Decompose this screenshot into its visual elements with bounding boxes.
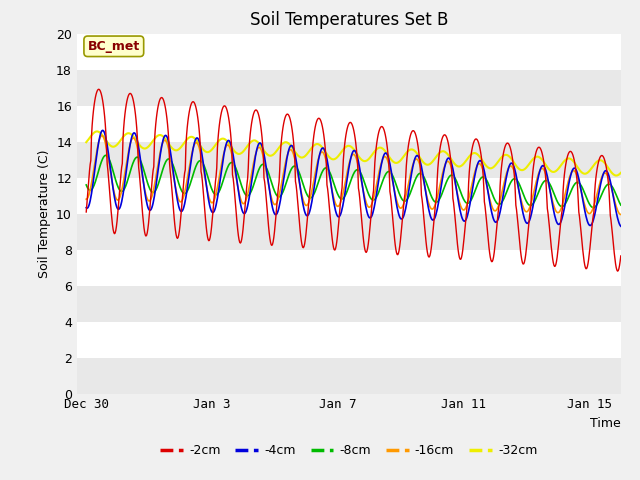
Bar: [77, 142, 621, 178]
Bar: [77, 70, 621, 106]
Legend: -2cm, -4cm, -8cm, -16cm, -32cm: -2cm, -4cm, -8cm, -16cm, -32cm: [156, 440, 542, 462]
X-axis label: Time: Time: [590, 417, 621, 430]
Bar: [77, 286, 621, 322]
Bar: [77, 358, 621, 394]
Bar: [77, 214, 621, 250]
Text: BC_met: BC_met: [88, 40, 140, 53]
Title: Soil Temperatures Set B: Soil Temperatures Set B: [250, 11, 448, 29]
Y-axis label: Soil Temperature (C): Soil Temperature (C): [38, 149, 51, 278]
